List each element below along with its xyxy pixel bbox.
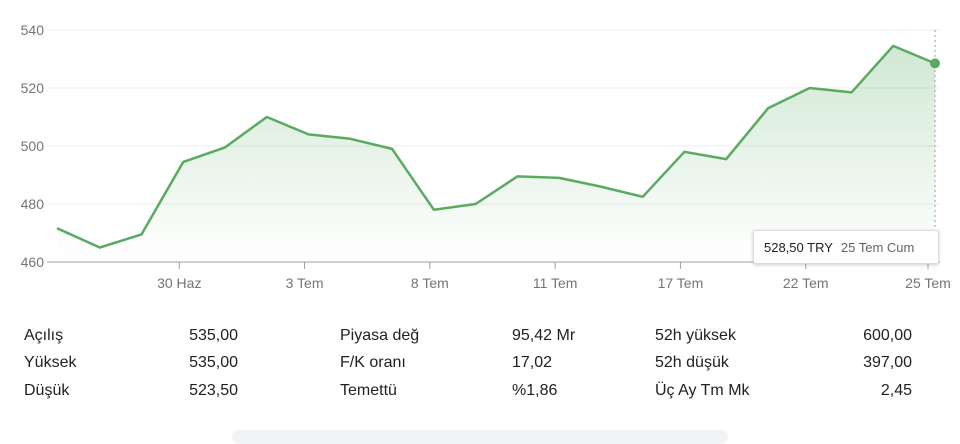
price-tooltip: 528,50 TRY 25 Tem Cum (753, 230, 939, 264)
data-point (557, 176, 561, 180)
price-line (56, 44, 937, 249)
y-tick-label: 500 (21, 138, 45, 154)
y-axis-labels: 460 480 500 520 540 (21, 22, 45, 270)
stat-label-open: Açılış (24, 327, 64, 344)
more-about-bar[interactable] (232, 430, 728, 444)
data-points (56, 44, 940, 250)
data-point (474, 202, 478, 206)
stat-label-low: Düşük (24, 382, 70, 399)
x-tick-label: 22 Tem (783, 275, 829, 291)
y-tick-label: 520 (21, 80, 45, 96)
data-point (682, 150, 686, 154)
x-tick-label: 25 Tem (905, 275, 951, 291)
data-point (432, 208, 436, 212)
stat-label-market-cap: Piyasa değ (340, 327, 420, 344)
tooltip-date: 25 Tem Cum (840, 239, 915, 255)
y-tick-label: 480 (21, 196, 45, 212)
x-tick-label: 8 Tem (411, 275, 449, 291)
stat-value-low: 523,50 (189, 382, 238, 399)
data-point (265, 115, 269, 119)
data-point (56, 227, 60, 231)
data-point (766, 106, 770, 110)
price-area (58, 45, 935, 263)
data-point (181, 160, 185, 164)
stat-label-52w-high: 52h yüksek (655, 327, 736, 344)
stat-value-dividend: %1,86 (512, 382, 558, 399)
stat-value-52w-high: 600,00 (863, 327, 912, 344)
stat-value-52w-low: 397,00 (863, 354, 912, 371)
stat-label-pe-ratio: F/K oranı (340, 354, 406, 371)
data-point (307, 132, 311, 136)
x-tick-label: 17 Tem (658, 275, 704, 291)
data-point (849, 90, 853, 94)
data-point (515, 174, 519, 178)
data-point (223, 145, 227, 149)
y-tick-label: 540 (21, 22, 45, 38)
data-point (891, 44, 895, 48)
highlighted-data-point (930, 58, 940, 69)
x-tick-label: 30 Haz (157, 275, 201, 291)
tooltip-price: 528,50 TRY (764, 239, 833, 255)
x-tick-label: 11 Tem (533, 275, 578, 291)
data-point (641, 195, 645, 199)
data-point (808, 86, 812, 90)
stat-label-dividend: Temettü (340, 382, 397, 399)
stat-label-high: Yüksek (24, 354, 77, 371)
stat-value-pe-ratio: 17,02 (512, 354, 553, 371)
stat-value-open: 535,00 (189, 327, 238, 344)
stat-value-high: 535,00 (189, 354, 238, 371)
y-tick-label: 460 (21, 254, 45, 270)
stat-label-3m-avg-volume: Üç Ay Tm Mk (655, 382, 750, 399)
data-point (348, 137, 352, 141)
stats-table: Açılış 535,00 Yüksek 535,00 Düşük 523,50… (0, 322, 960, 406)
data-point (390, 147, 394, 151)
data-point (140, 232, 144, 236)
data-point (98, 246, 102, 250)
x-tick-label: 3 Tem (286, 275, 324, 291)
data-point (724, 157, 728, 161)
x-axis: 30 Haz 3 Tem 8 Tem 11 Tem 17 Tem 22 Tem 25 Tem (157, 262, 951, 291)
stat-value-market-cap: 95,42 Mr (512, 327, 576, 344)
stat-value-3m-avg-volume: 2,45 (880, 382, 912, 399)
stat-label-52w-low: 52h düşük (655, 354, 729, 371)
data-point (599, 185, 603, 189)
